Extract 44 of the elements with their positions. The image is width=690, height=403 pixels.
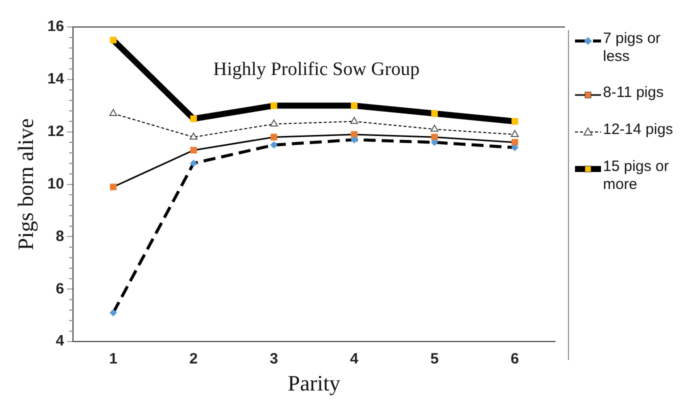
point	[431, 138, 438, 146]
point	[270, 134, 278, 140]
x-tick-label: 5	[430, 350, 439, 368]
point	[270, 102, 278, 109]
y-tick-label: 6	[56, 280, 64, 298]
point	[431, 134, 438, 140]
x-axis-title: Parity	[288, 370, 340, 396]
point	[431, 110, 438, 117]
point	[350, 116, 358, 124]
point	[511, 144, 518, 152]
x-tick-label: 1	[109, 350, 118, 368]
legend-label: 12-14 pigs	[603, 121, 674, 139]
y-tick-label: 14	[47, 70, 65, 88]
point	[350, 131, 358, 138]
point	[512, 139, 518, 146]
point	[512, 118, 518, 125]
y-tick-label: 8	[56, 228, 64, 245]
y-tick-label: 12	[47, 123, 64, 140]
x-tick-label: 3	[270, 350, 278, 368]
y-tick-label: 16	[47, 18, 64, 36]
legend-label: 7 pigs or less	[603, 30, 662, 66]
point	[190, 146, 197, 154]
x-tick-label: 6	[510, 350, 520, 368]
y-axis-title: Pigs born alive	[12, 118, 38, 250]
legend-label: 8-11 pigs	[603, 84, 664, 102]
point	[510, 130, 519, 137]
point	[109, 109, 118, 116]
y-tick-label: 10	[47, 175, 64, 192]
point	[430, 124, 438, 132]
point	[270, 141, 278, 148]
y-tick-label: 4	[56, 332, 65, 350]
text: Highly Prolific Sow Group	[213, 58, 420, 80]
point	[110, 309, 117, 316]
legend-label: 15 pigs or more	[603, 158, 670, 194]
x-tick-label: 4	[350, 350, 360, 368]
point	[190, 132, 198, 140]
point	[350, 102, 358, 109]
point	[190, 115, 197, 122]
point	[110, 184, 117, 190]
x-tick-label: 2	[189, 350, 198, 368]
point	[350, 136, 358, 144]
point	[270, 120, 278, 126]
point	[190, 160, 198, 167]
point	[110, 36, 117, 44]
